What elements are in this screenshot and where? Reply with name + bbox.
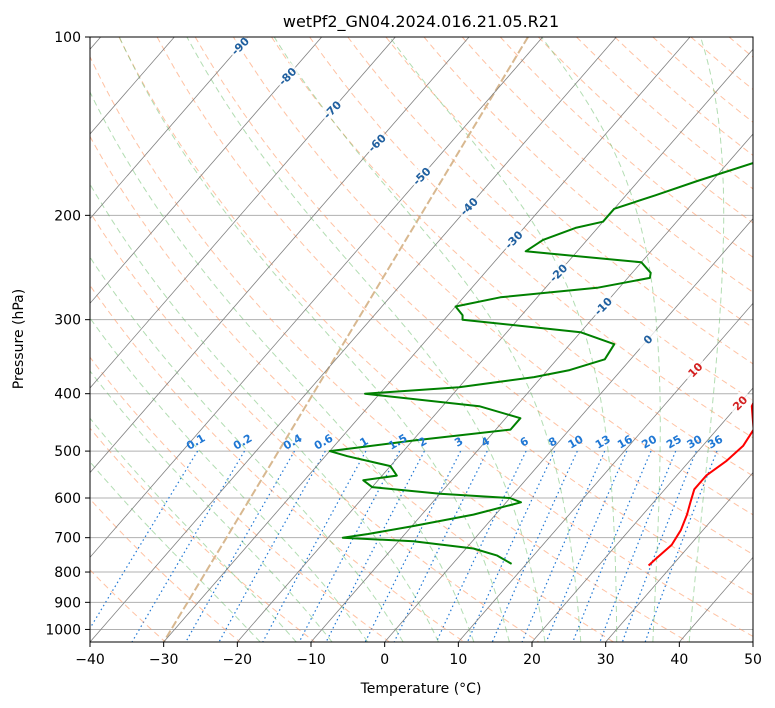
moist-adiabat-line — [118, 37, 510, 642]
mixing-ratio-line — [545, 450, 628, 642]
dry-adiabat-line — [461, 37, 753, 293]
plot-frame — [89, 36, 754, 643]
isotherm-label-bg — [544, 258, 572, 286]
isotherm-label-bg — [318, 95, 345, 123]
x-tick-label: 10 — [449, 652, 467, 668]
x-tick-label: 40 — [670, 652, 688, 668]
temperature-profile-line — [647, 401, 753, 567]
isotherm-line — [90, 37, 617, 642]
isotherm-line — [90, 37, 396, 389]
dry-adiabat-line — [614, 37, 753, 156]
moist-adiabat-line — [273, 37, 582, 642]
x-tick-label: −20 — [223, 652, 253, 668]
isotherm-label-bg — [499, 225, 527, 253]
mixing-ratio-line — [90, 450, 199, 630]
moist-adiabat-line — [90, 183, 439, 642]
isotherm-layer — [90, 37, 753, 642]
x-tick-label: 0 — [380, 652, 389, 668]
y-tick-label: 700 — [54, 531, 81, 547]
isotherm-line — [90, 37, 249, 220]
mixing-ratio-line — [572, 450, 652, 642]
mixing-ratio-line — [435, 450, 527, 642]
mixing-ratio-line — [131, 450, 246, 642]
mixing-ratio-line — [599, 450, 677, 642]
isotherm-label-bg — [407, 161, 435, 189]
y-tick-label: 1000 — [45, 622, 81, 638]
y-tick-label: 100 — [54, 30, 81, 46]
moist-adiabat-line — [186, 37, 546, 642]
isotherm-line — [531, 387, 753, 642]
isotherm-line — [605, 472, 753, 642]
y-axis-title: Pressure (hPa) — [11, 289, 27, 389]
moist-adiabat-line — [90, 461, 261, 642]
isotherm-line — [90, 37, 322, 304]
isotherm-label-bg — [273, 62, 301, 90]
x-axis-title: Temperature (°C) — [360, 681, 482, 697]
y-tick-label: 900 — [54, 595, 81, 611]
dry-adiabat-line — [194, 37, 753, 555]
isotherm-line — [458, 302, 753, 642]
moist-adiabat-line — [90, 317, 369, 642]
dry-adiabat-line — [90, 356, 390, 642]
chart-title: wetPf2_GN04.2024.016.21.05.R21 — [283, 12, 559, 32]
isotherm-label-bg — [681, 355, 708, 383]
x-tick-label: 30 — [597, 652, 615, 668]
moist-adiabat-line — [90, 417, 297, 642]
isotherm-line — [90, 37, 543, 558]
isotherm-label-bg — [454, 192, 482, 220]
dry-adiabat-line — [232, 37, 753, 516]
dry-adiabat-line — [90, 498, 241, 642]
x-tick-label: −10 — [296, 652, 326, 668]
dry-adiabat-line — [118, 37, 753, 637]
isotherm-label-bg — [225, 37, 253, 59]
moist-adiabat-line — [688, 37, 725, 642]
x-tick-label: 20 — [523, 652, 541, 668]
isotherm-label-bg — [362, 128, 390, 156]
mixing-ratio-line — [521, 450, 606, 642]
moist-adiabat-line — [90, 370, 333, 642]
mixing-ratio-line — [185, 450, 296, 642]
dry-adiabat-line — [90, 55, 689, 642]
mixing-ratio-line — [262, 450, 367, 642]
isotherm-line — [237, 48, 753, 642]
y-tick-label: 500 — [54, 444, 81, 460]
moist-adiabat-line — [90, 90, 475, 642]
y-tick-label: 300 — [54, 313, 81, 329]
x-tick-label: −30 — [149, 652, 179, 668]
dewpoint-profile-line — [328, 162, 753, 565]
y-tick-label: 200 — [54, 208, 81, 224]
y-tick-label: 600 — [54, 491, 81, 507]
x-tick-label: 50 — [744, 652, 762, 668]
dry-adiabat-line — [90, 211, 540, 642]
dry-adiabat-line — [385, 37, 753, 365]
isotherm-line — [163, 37, 691, 642]
parcel-curve — [162, 37, 529, 642]
y-tick-label: 400 — [54, 387, 81, 403]
moist-adiabat-line — [389, 37, 618, 642]
adiabat-layer — [90, 37, 753, 642]
dry-adiabat-line — [90, 135, 614, 642]
x-tick-label: −40 — [75, 652, 105, 668]
dry-adiabat-line — [347, 37, 753, 402]
mixing-ratio-line — [491, 450, 578, 642]
axis-ticks: −40 −30 −20 −10 0 10 20 30 40 50 100 200 300 400 500 60… — [45, 30, 762, 668]
isotherm-label-bg — [633, 325, 661, 353]
mixing-ratio-line — [298, 450, 401, 642]
dry-adiabat-line — [576, 37, 753, 190]
isotherm-label-bg — [725, 388, 753, 416]
moist-adiabat-line — [541, 37, 661, 642]
y-tick-label: 800 — [54, 565, 81, 581]
isotherm-label-bg — [588, 292, 616, 319]
mixing-ratio-line — [218, 450, 326, 642]
mixing-ratio-layer — [90, 450, 718, 642]
dry-adiabat-line — [156, 37, 753, 596]
sounding-series-layer — [328, 162, 753, 567]
